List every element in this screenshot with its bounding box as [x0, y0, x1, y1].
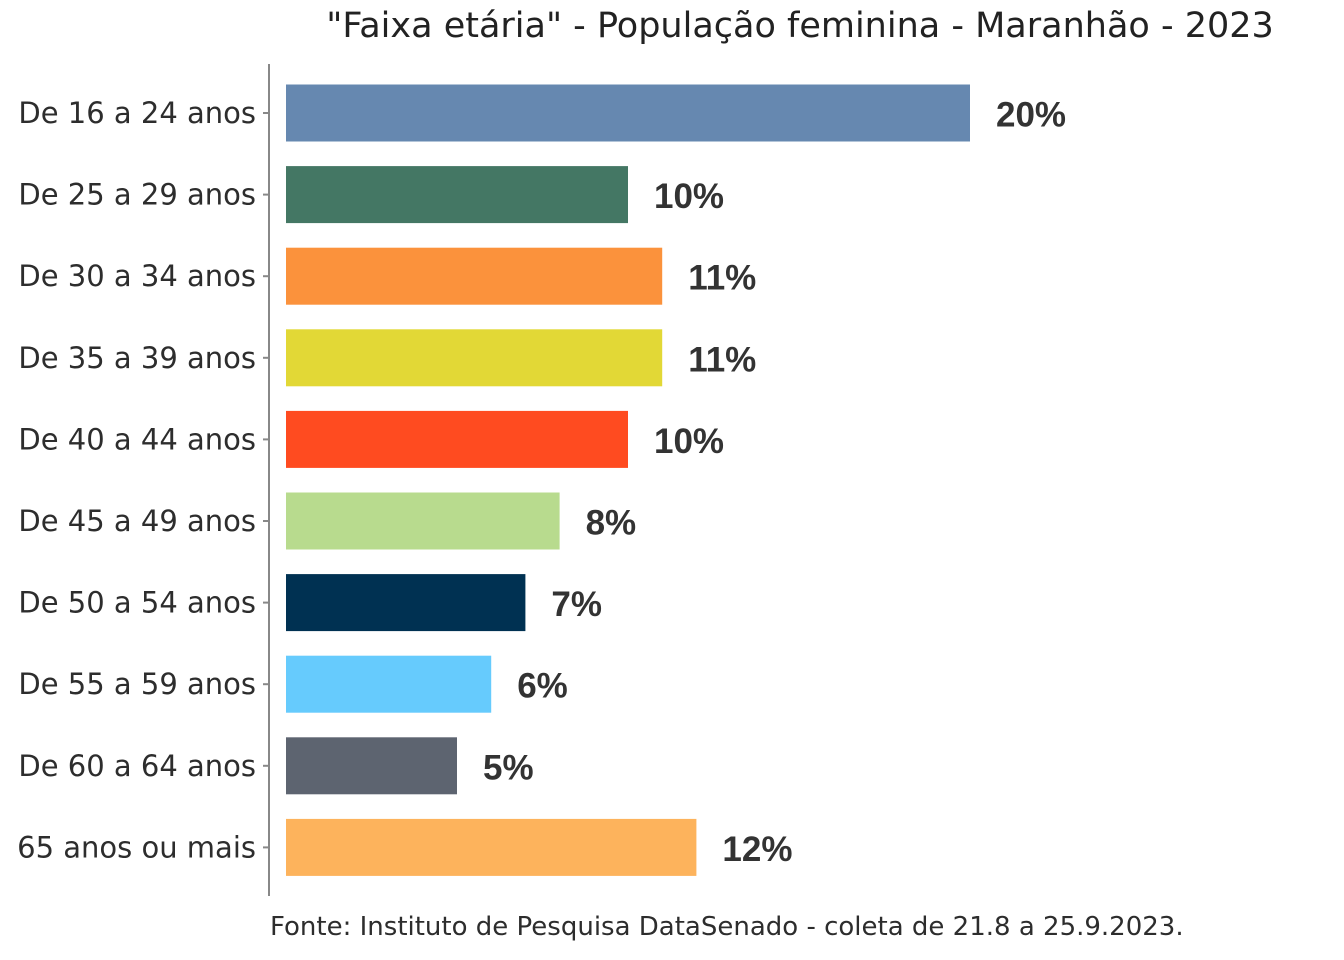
value-label: 20% [996, 96, 1066, 135]
category-label: De 25 a 29 anos [18, 178, 256, 212]
bar [286, 247, 663, 305]
value-label: 11% [688, 259, 756, 298]
bar [286, 166, 628, 224]
value-label: 10% [654, 177, 724, 216]
bar [286, 655, 492, 713]
bar [286, 84, 970, 142]
bar [286, 410, 628, 468]
category-label: De 55 a 59 anos [18, 667, 256, 701]
value-label: 10% [654, 422, 724, 461]
bars-group: De 16 a 24 anos 20% De 25 a 29 anos 10% De 3… [17, 84, 1066, 876]
value-label: 5% [483, 748, 534, 787]
category-label: De 45 a 49 anos [18, 504, 256, 538]
category-label: De 50 a 54 anos [18, 586, 256, 620]
value-label: 7% [551, 585, 602, 624]
category-label: De 30 a 34 anos [18, 259, 256, 293]
category-label: De 35 a 39 anos [18, 341, 256, 375]
bar [286, 492, 560, 550]
category-label: De 40 a 44 anos [18, 422, 256, 456]
value-label: 12% [722, 830, 792, 869]
chart-title: "Faixa etária" - População feminina - Ma… [326, 6, 1274, 46]
value-label: 6% [517, 667, 568, 706]
category-label: De 16 a 24 anos [18, 96, 256, 130]
category-label: 65 anos ou mais [17, 830, 256, 864]
bar [286, 737, 457, 795]
value-label: 11% [688, 340, 756, 379]
category-label: De 60 a 64 anos [18, 749, 256, 783]
value-label: 8% [586, 504, 637, 543]
bar [286, 574, 526, 632]
source-note: Fonte: Instituto de Pesquisa DataSenado … [270, 912, 1184, 942]
bar [286, 818, 697, 876]
bar [286, 329, 663, 387]
